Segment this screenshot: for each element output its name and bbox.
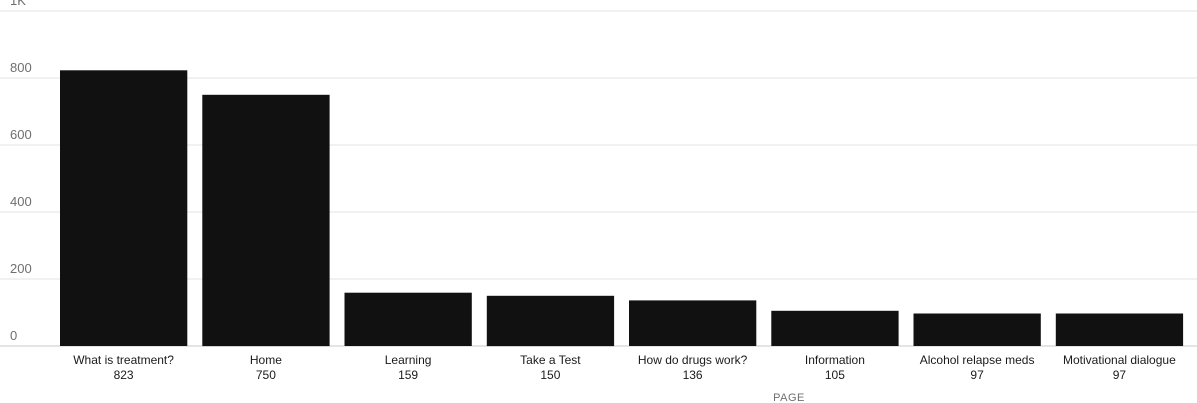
x-category-label: Learning bbox=[385, 353, 432, 367]
bars bbox=[60, 70, 1184, 347]
x-value-label: 159 bbox=[398, 368, 418, 382]
y-tick-label: 800 bbox=[10, 60, 32, 75]
x-category-label: Take a Test bbox=[520, 353, 581, 367]
x-value-label: 150 bbox=[540, 368, 560, 382]
x-value-label: 97 bbox=[1113, 368, 1127, 382]
x-category-label: Motivational dialogue bbox=[1063, 353, 1176, 367]
y-tick-label: 1K bbox=[10, 0, 26, 8]
x-axis-title: PAGE bbox=[773, 392, 805, 403]
bar[interactable] bbox=[202, 94, 330, 347]
bar[interactable] bbox=[486, 295, 615, 347]
x-value-label: 97 bbox=[970, 368, 984, 382]
bar[interactable] bbox=[629, 300, 757, 346]
bar[interactable] bbox=[1055, 313, 1184, 347]
bar[interactable] bbox=[344, 292, 472, 346]
x-category-label: What is treatment? bbox=[73, 353, 174, 367]
y-tick-label: 200 bbox=[10, 261, 32, 276]
x-value-label: 136 bbox=[683, 368, 703, 382]
y-tick-label: 400 bbox=[10, 194, 32, 209]
y-tick-label: 0 bbox=[10, 328, 17, 343]
x-category-label: Information bbox=[805, 353, 865, 367]
bar[interactable] bbox=[771, 310, 899, 346]
x-category-label: Home bbox=[250, 353, 282, 367]
bar[interactable] bbox=[913, 313, 1041, 347]
y-axis-ticks: 0 200 400 600 800 1K bbox=[10, 0, 32, 343]
x-category-label: Alcohol relapse meds bbox=[920, 353, 1035, 367]
x-value-label: 105 bbox=[825, 368, 845, 382]
x-value-label: 823 bbox=[114, 368, 134, 382]
y-tick-label: 600 bbox=[10, 127, 32, 142]
bar[interactable] bbox=[60, 70, 188, 347]
x-value-label: 750 bbox=[256, 368, 276, 382]
x-category-label: How do drugs work? bbox=[638, 353, 748, 367]
